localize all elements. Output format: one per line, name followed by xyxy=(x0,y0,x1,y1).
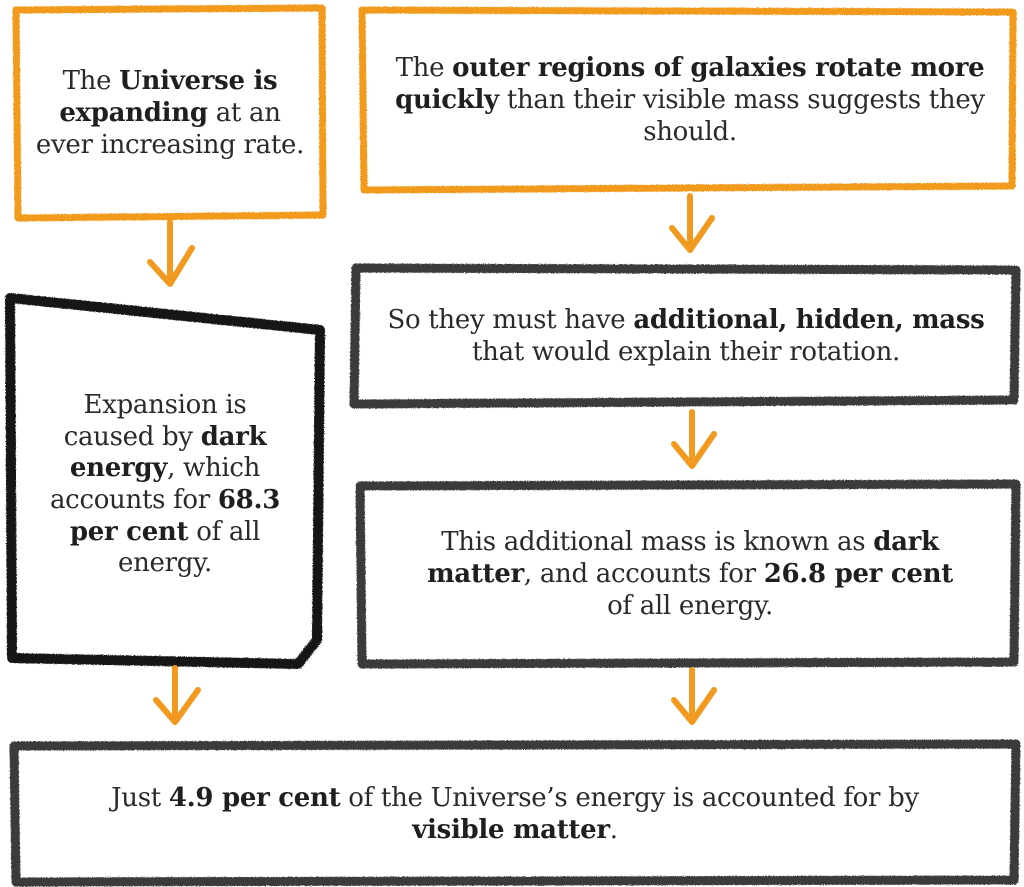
dark-matter-text: This additional mass is known as dark ma… xyxy=(427,527,953,621)
dark-energy-text: Expansion is caused by dark energy, whic… xyxy=(49,389,281,579)
dark-matter-box-border xyxy=(355,479,1021,669)
hidden-mass-text: So they must have additional, hidden, ma… xyxy=(387,305,985,367)
visible-matter-text: Just 4.9 per cent of the Universe’s ener… xyxy=(111,783,919,845)
universe-box-border xyxy=(12,4,327,222)
dark-energy-box: Expansion is caused by dark energy, whic… xyxy=(40,340,290,630)
universe-box: The Universe is expanding at an ever inc… xyxy=(30,24,310,204)
universe-text: The Universe is expanding at an ever inc… xyxy=(35,66,305,160)
down-arrow-icon xyxy=(669,193,715,253)
visible-matter-box-border xyxy=(9,739,1021,887)
hidden-mass-box: So they must have additional, hidden, ma… xyxy=(386,282,986,392)
dark-energy-box-border xyxy=(5,293,325,669)
down-arrow-icon xyxy=(671,667,717,725)
galaxies-box-border xyxy=(358,6,1017,194)
hidden-mass-box-border xyxy=(349,263,1021,409)
dark-matter-box: This additional mass is known as dark ma… xyxy=(420,500,960,650)
visible-matter-box: Just 4.9 per cent of the Universe’s ener… xyxy=(90,760,940,870)
galaxies-text: The outer regions of galaxies rotate mor… xyxy=(395,53,985,147)
down-arrow-icon xyxy=(671,409,717,469)
down-arrow-icon xyxy=(153,665,201,725)
galaxies-box: The outer regions of galaxies rotate mor… xyxy=(390,26,990,176)
down-arrow-icon xyxy=(147,219,195,287)
